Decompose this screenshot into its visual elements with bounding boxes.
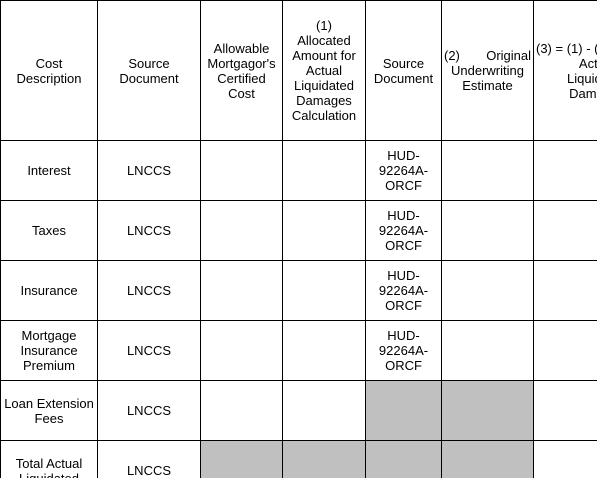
row-source: LNCCS: [97, 140, 201, 201]
header-col3-damages: Damages: [569, 85, 597, 101]
row-description: Insurance: [0, 260, 98, 321]
row-description: Loan Extension Fees: [0, 380, 98, 441]
header-actual-liquidated-damages: (3) = (1) - (2) Actual Liquidated Damage…: [533, 0, 597, 141]
row-original-estimate: [441, 140, 534, 201]
row-allocated-amount: [282, 320, 366, 381]
row-source-2: HUD-92264A-ORCF: [365, 320, 442, 381]
table-row: Interest LNCCS HUD-92264A-ORCF: [0, 140, 597, 201]
row-allowable-cost: [200, 200, 283, 261]
header-cost-description: Cost Description: [0, 0, 98, 141]
row-allowable-cost-shaded: [200, 440, 283, 478]
row-actual-damages: [533, 440, 597, 478]
header-original-word: Original: [486, 48, 531, 63]
table-row: Loan Extension Fees LNCCS: [0, 380, 597, 441]
header-source-document-2: Source Document: [365, 0, 442, 141]
row-source-2-shaded: [365, 440, 442, 478]
header-allowable-cost: Allowable Mortgagor's Certified Cost: [200, 0, 283, 141]
row-allocated-amount: [282, 200, 366, 261]
row-actual-damages: [533, 380, 597, 441]
row-actual-damages: [533, 200, 597, 261]
row-actual-damages: [533, 320, 597, 381]
row-original-estimate-shaded: [441, 380, 534, 441]
row-allowable-cost: [200, 140, 283, 201]
header-original-text: Underwriting Estimate: [451, 63, 524, 93]
row-allowable-cost: [200, 380, 283, 441]
row-source-2-shaded: [365, 380, 442, 441]
row-source: LNCCS: [97, 320, 201, 381]
header-row: Cost Description Source Document Allowab…: [0, 0, 597, 141]
header-original-number: (2): [444, 48, 460, 63]
row-source: LNCCS: [97, 260, 201, 321]
row-allowable-cost: [200, 320, 283, 381]
row-original-estimate: [441, 260, 534, 321]
row-original-estimate: [441, 200, 534, 261]
row-source: LNCCS: [97, 440, 201, 478]
row-allocated-amount: [282, 260, 366, 321]
row-description: Mortgage Insurance Premium: [0, 320, 98, 381]
table-row: Insurance LNCCS HUD-92264A-ORCF: [0, 260, 597, 321]
header-allocated-text: Allocated Amount for Actual Liquidated D…: [291, 33, 357, 123]
header-allocated-amount: (1) Allocated Amount for Actual Liquidat…: [282, 0, 366, 141]
header-col3-liquidated: Liquidated: [567, 70, 597, 86]
table-row: Total Actual Liquidated LNCCS: [0, 440, 597, 478]
header-col3-actual: Actual: [578, 55, 597, 71]
header-allocated-number: (1): [316, 18, 332, 33]
table-row: Taxes LNCCS HUD-92264A-ORCF: [0, 200, 597, 261]
row-description: Total Actual Liquidated: [0, 440, 98, 478]
row-actual-damages: [533, 140, 597, 201]
row-original-estimate-shaded: [441, 440, 534, 478]
header-original-estimate: (2) Original Underwriting Estimate: [441, 0, 534, 141]
row-allowable-cost: [200, 260, 283, 321]
table-row: Mortgage Insurance Premium LNCCS HUD-922…: [0, 320, 597, 381]
row-allocated-amount-shaded: [282, 440, 366, 478]
row-source: LNCCS: [97, 380, 201, 441]
row-source: LNCCS: [97, 200, 201, 261]
row-source-2: HUD-92264A-ORCF: [365, 200, 442, 261]
row-description: Interest: [0, 140, 98, 201]
row-allocated-amount: [282, 140, 366, 201]
row-original-estimate: [441, 320, 534, 381]
row-source-2: HUD-92264A-ORCF: [365, 260, 442, 321]
header-col3-formula: (3) = (1) - (2): [536, 40, 597, 56]
row-description: Taxes: [0, 200, 98, 261]
header-source-document: Source Document: [97, 0, 201, 141]
row-actual-damages: [533, 260, 597, 321]
row-allocated-amount: [282, 380, 366, 441]
row-source-2: HUD-92264A-ORCF: [365, 140, 442, 201]
